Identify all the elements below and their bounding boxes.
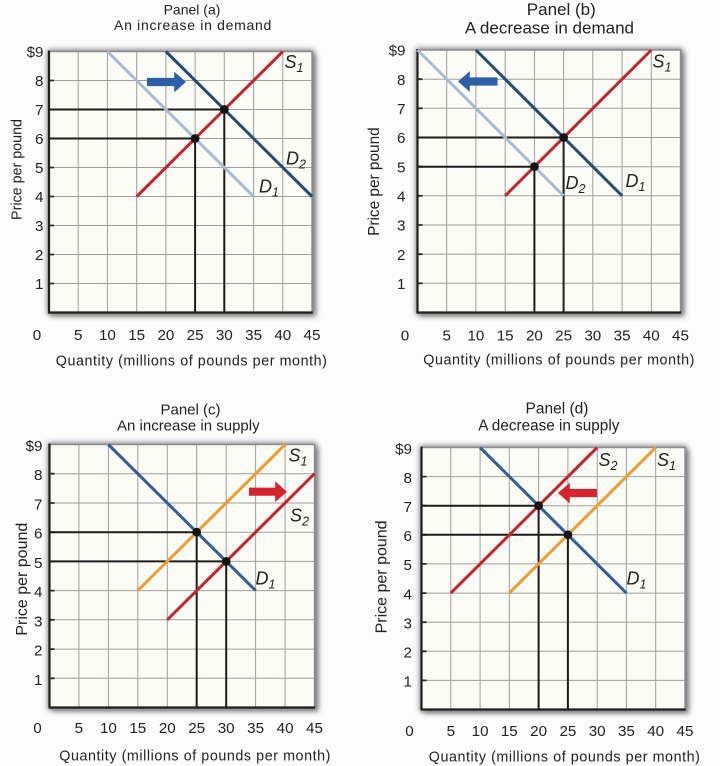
svg-text:Panel (a): Panel (a) xyxy=(164,2,221,18)
svg-text:40: 40 xyxy=(277,720,294,737)
svg-text:4: 4 xyxy=(35,189,43,206)
svg-text:$9: $9 xyxy=(389,43,406,60)
svg-text:45: 45 xyxy=(306,720,323,737)
svg-text:5: 5 xyxy=(397,159,405,176)
svg-text:10: 10 xyxy=(99,327,116,344)
svg-text:20: 20 xyxy=(159,720,176,737)
svg-text:8: 8 xyxy=(397,72,405,89)
svg-text:30: 30 xyxy=(218,720,235,737)
svg-text:Quantity (millions of pounds p: Quantity (millions of pounds per month) xyxy=(423,353,695,369)
svg-text:25: 25 xyxy=(187,327,204,344)
svg-text:15: 15 xyxy=(501,723,518,740)
svg-text:5: 5 xyxy=(404,557,412,574)
svg-text:30: 30 xyxy=(589,723,606,740)
svg-text:40: 40 xyxy=(274,327,291,344)
svg-text:5: 5 xyxy=(447,723,455,740)
svg-text:10: 10 xyxy=(100,720,117,737)
svg-text:10: 10 xyxy=(467,328,484,345)
svg-text:35: 35 xyxy=(618,723,635,740)
svg-text:3: 3 xyxy=(404,616,412,633)
svg-text:1: 1 xyxy=(34,672,42,689)
svg-text:6: 6 xyxy=(404,528,412,545)
svg-text:Price per pound: Price per pound xyxy=(14,523,31,636)
svg-text:2: 2 xyxy=(397,247,405,264)
svg-text:35: 35 xyxy=(245,327,262,344)
svg-text:7: 7 xyxy=(34,497,42,514)
svg-text:Price per pound: Price per pound xyxy=(366,127,383,236)
svg-text:30: 30 xyxy=(584,328,601,345)
svg-text:3: 3 xyxy=(397,218,405,235)
svg-text:15: 15 xyxy=(497,328,514,345)
svg-text:15: 15 xyxy=(128,327,145,344)
svg-text:A decrease in demand: A decrease in demand xyxy=(465,18,634,37)
svg-text:Quantity (millions of pounds p: Quantity (millions of pounds per month) xyxy=(429,750,701,766)
svg-text:0: 0 xyxy=(405,723,413,740)
svg-text:1: 1 xyxy=(397,276,405,293)
svg-text:$9: $9 xyxy=(395,441,412,458)
svg-text:$9: $9 xyxy=(27,44,44,61)
svg-text:0: 0 xyxy=(401,328,409,345)
svg-text:3: 3 xyxy=(35,218,43,235)
svg-text:4: 4 xyxy=(404,586,412,603)
svg-text:2: 2 xyxy=(34,643,42,660)
svg-text:3: 3 xyxy=(34,613,42,630)
svg-text:A decrease in supply: A decrease in supply xyxy=(478,418,620,435)
svg-text:6: 6 xyxy=(397,130,405,147)
svg-text:7: 7 xyxy=(35,102,43,119)
svg-text:Panel (b): Panel (b) xyxy=(527,0,596,19)
svg-text:5: 5 xyxy=(75,720,83,737)
svg-text:6: 6 xyxy=(34,526,42,543)
svg-text:10: 10 xyxy=(472,723,489,740)
svg-text:25: 25 xyxy=(555,328,572,345)
svg-text:25: 25 xyxy=(559,723,576,740)
svg-text:2: 2 xyxy=(35,247,43,264)
svg-text:5: 5 xyxy=(35,160,43,177)
svg-text:25: 25 xyxy=(188,720,205,737)
svg-text:20: 20 xyxy=(526,328,543,345)
svg-text:20: 20 xyxy=(157,327,174,344)
svg-text:35: 35 xyxy=(247,720,264,737)
svg-text:2: 2 xyxy=(404,645,412,662)
svg-text:15: 15 xyxy=(129,720,146,737)
svg-text:0: 0 xyxy=(33,327,41,344)
svg-text:40: 40 xyxy=(643,328,660,345)
svg-text:An increase in demand: An increase in demand xyxy=(114,17,272,33)
svg-text:8: 8 xyxy=(34,467,42,484)
svg-text:5: 5 xyxy=(74,327,82,344)
svg-text:45: 45 xyxy=(677,723,694,740)
svg-text:7: 7 xyxy=(404,499,412,516)
svg-text:Panel (d): Panel (d) xyxy=(526,400,589,417)
svg-text:40: 40 xyxy=(647,723,664,740)
svg-text:Price per pound: Price per pound xyxy=(9,119,25,220)
svg-text:1: 1 xyxy=(404,674,412,691)
svg-text:4: 4 xyxy=(34,584,42,601)
svg-text:0: 0 xyxy=(33,720,41,737)
svg-text:Quantity (millions of pounds p: Quantity (millions of pounds per month) xyxy=(56,354,328,370)
svg-text:30: 30 xyxy=(216,327,233,344)
svg-text:7: 7 xyxy=(397,101,405,118)
svg-text:45: 45 xyxy=(304,327,321,344)
svg-text:Price per pound: Price per pound xyxy=(373,520,390,633)
svg-text:An increase in supply: An increase in supply xyxy=(117,418,260,435)
svg-text:5: 5 xyxy=(442,328,450,345)
svg-text:Panel (c): Panel (c) xyxy=(160,402,220,419)
svg-text:45: 45 xyxy=(672,328,689,345)
svg-text:4: 4 xyxy=(397,189,405,206)
svg-text:5: 5 xyxy=(34,555,42,572)
svg-text:20: 20 xyxy=(530,723,547,740)
svg-text:8: 8 xyxy=(35,73,43,90)
svg-text:1: 1 xyxy=(35,276,43,293)
svg-text:$9: $9 xyxy=(26,438,43,455)
svg-text:8: 8 xyxy=(404,470,412,487)
svg-text:35: 35 xyxy=(614,328,631,345)
svg-text:6: 6 xyxy=(35,131,43,148)
svg-text:Quantity (millions of pounds p: Quantity (millions of pounds per month) xyxy=(59,749,331,765)
